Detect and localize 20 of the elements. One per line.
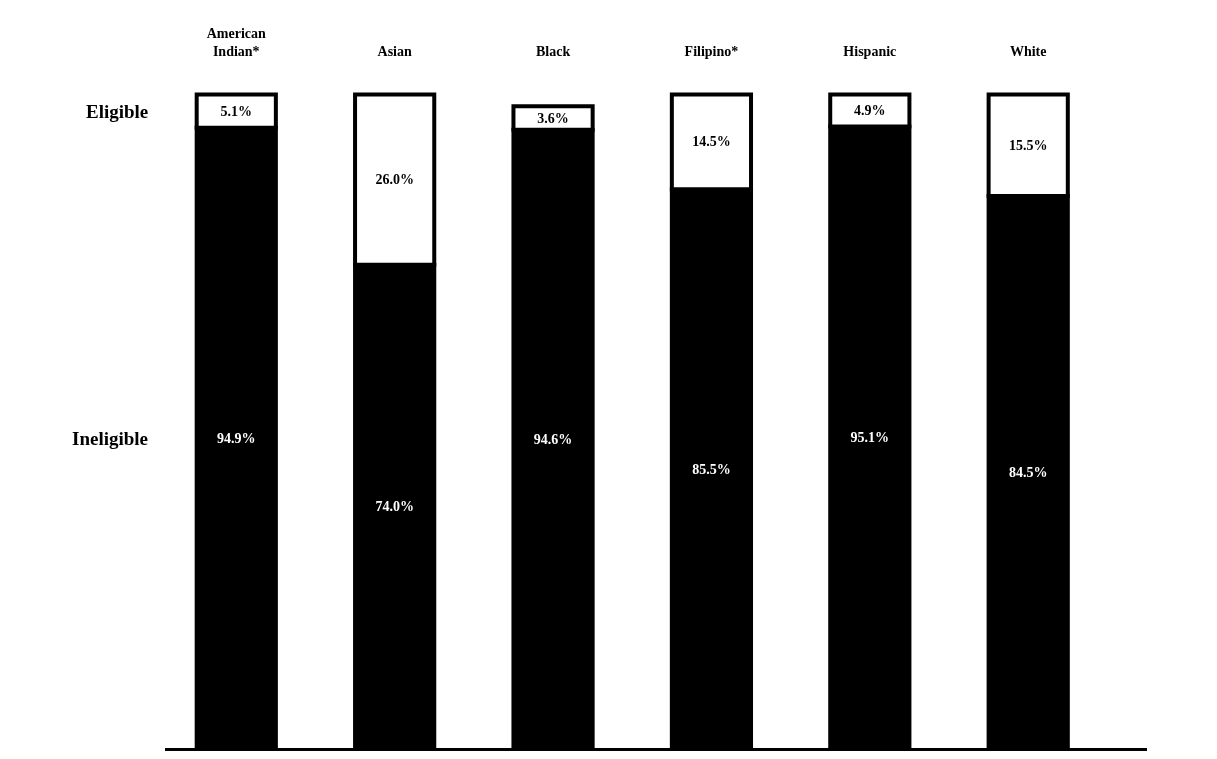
data-label: 15.5% (1008, 137, 1048, 153)
data-label: 26.0% (375, 172, 414, 188)
data-label: 84.5% (1008, 464, 1048, 480)
data-label: 14.5% (692, 134, 731, 150)
data-label: 74.0% (375, 499, 414, 515)
x-tick-label: Black (535, 44, 571, 60)
x-tick-label: White (1009, 44, 1047, 60)
x-tick-label: Filipino* (684, 44, 739, 60)
x-tick-label: Asian (377, 44, 412, 60)
data-label: 94.6% (533, 431, 573, 447)
data-label: 95.1% (850, 430, 890, 446)
data-label: 5.1% (220, 103, 253, 119)
text: Ineligible (72, 428, 149, 449)
x-tick-label: American Indian* (206, 26, 267, 60)
data-label: 3.6% (537, 110, 569, 126)
x-tick-label: Hispanic (843, 44, 897, 60)
data-label: 4.9% (854, 102, 886, 118)
data-label: 94.9% (217, 430, 256, 446)
data-label: 85.5% (692, 461, 731, 477)
text: Eligible (86, 101, 149, 122)
